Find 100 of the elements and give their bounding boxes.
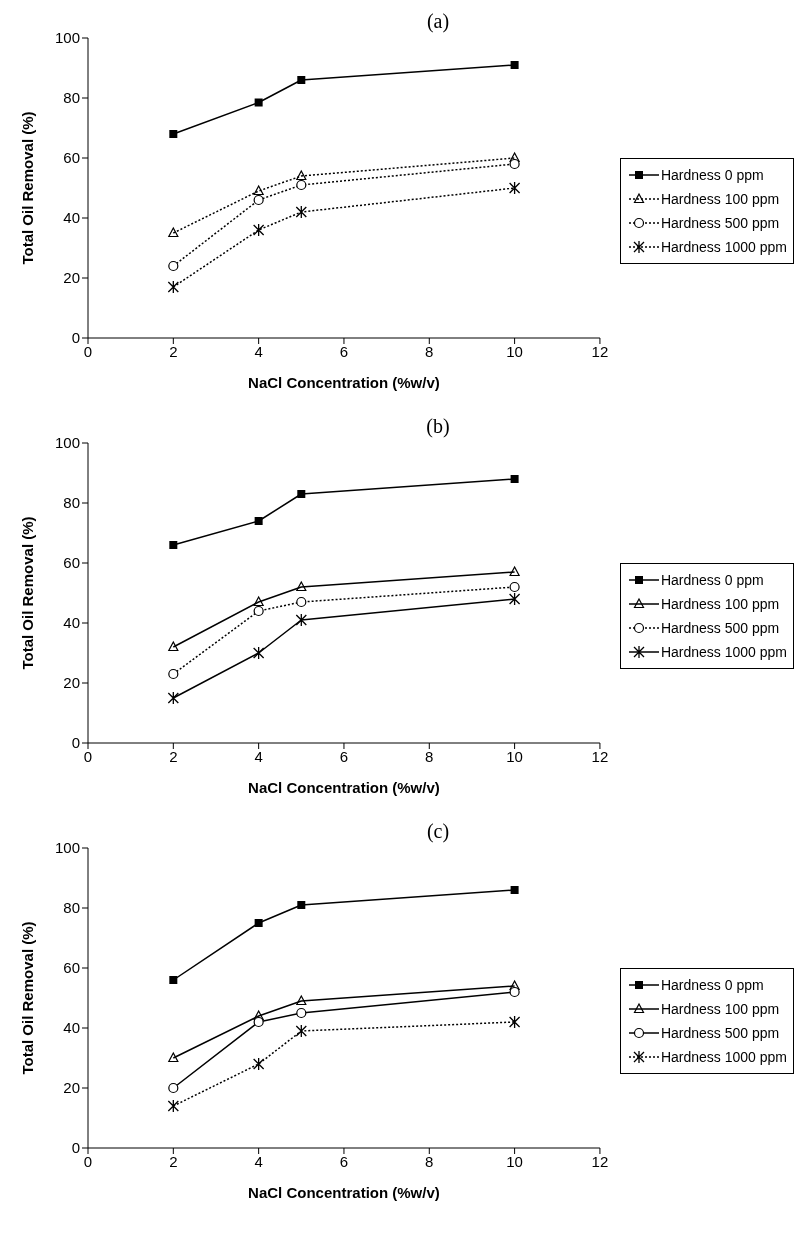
x-tick-label: 6	[339, 747, 349, 765]
point	[252, 223, 265, 237]
x-tick-label: 12	[591, 342, 609, 360]
y-tick-label: 80	[63, 494, 80, 512]
y-tick-label: 40	[63, 209, 80, 227]
x-tick-label: 4	[254, 342, 263, 360]
x-tick-label: 2	[169, 747, 178, 765]
point	[297, 901, 306, 909]
legend-label: Hardness 100 ppm	[660, 595, 780, 612]
legend-label: Hardness 1000 ppm	[660, 1048, 787, 1065]
legend-label: Hardness 500 ppm	[660, 214, 780, 231]
point	[296, 995, 307, 1006]
x-tick-label: 0	[83, 747, 93, 765]
y-tick-label: 0	[71, 329, 80, 347]
chart-title: (c)	[426, 820, 450, 843]
point	[168, 260, 179, 272]
y-tick-label: 20	[63, 1079, 80, 1097]
y-tick-label: 40	[63, 1019, 80, 1037]
point	[169, 541, 178, 549]
y-tick-label: 20	[63, 674, 80, 692]
y-tick-label: 0	[71, 734, 80, 752]
x-tick-label: 2	[169, 342, 178, 360]
x-tick-label: 12	[591, 747, 609, 765]
legend-label: Hardness 0 ppm	[660, 976, 764, 993]
point	[169, 130, 178, 138]
x-tick-label: 4	[254, 1152, 263, 1170]
legend-label: Hardness 500 ppm	[660, 619, 780, 636]
x-tick-label: 10	[506, 1152, 523, 1170]
x-axis-title: NaCl Concentration (%w/v)	[248, 779, 440, 796]
legend-label: Hardness 0 ppm	[660, 166, 764, 183]
legend-label: Hardness 500 ppm	[660, 1024, 780, 1041]
point	[295, 1024, 307, 1038]
y-tick-label: 80	[63, 899, 80, 917]
legend-label: Hardness 0 ppm	[660, 571, 764, 588]
y-tick-label: 60	[63, 554, 80, 572]
y-tick-label: 100	[54, 839, 80, 857]
y-tick-label: 40	[63, 614, 80, 632]
y-tick-label: 100	[54, 29, 80, 47]
point	[296, 596, 307, 608]
y-tick-label: 20	[63, 269, 80, 287]
y-tick-label: 80	[63, 89, 80, 107]
point	[167, 1099, 179, 1113]
y-tick-label: 0	[71, 1139, 80, 1157]
point	[295, 205, 307, 219]
point	[510, 886, 519, 894]
x-tick-label: 10	[506, 342, 523, 360]
point	[254, 98, 263, 107]
point	[508, 1015, 521, 1029]
chart-title: (a)	[426, 10, 450, 33]
x-tick-label: 0	[83, 1152, 93, 1170]
y-axis-title: Total Oil Removal (%)	[19, 111, 37, 265]
point	[510, 61, 519, 69]
point	[168, 668, 179, 680]
point	[296, 1007, 307, 1019]
y-tick-label: 60	[63, 959, 80, 977]
point	[252, 646, 265, 660]
point	[509, 566, 520, 577]
point	[168, 641, 179, 652]
legend-label: Hardness 1000 ppm	[660, 238, 787, 255]
point	[510, 475, 519, 483]
y-tick-label: 60	[63, 149, 80, 167]
point	[253, 1010, 264, 1021]
point	[252, 1057, 265, 1071]
point	[297, 76, 306, 84]
point	[509, 581, 520, 593]
point	[253, 1016, 264, 1028]
y-axis-title: Total Oil Removal (%)	[19, 516, 37, 670]
x-tick-label: 8	[425, 342, 434, 360]
point	[253, 185, 264, 196]
point	[509, 152, 520, 163]
x-tick-label: 2	[169, 1152, 178, 1170]
point	[509, 986, 520, 998]
point	[168, 1082, 179, 1094]
point	[296, 170, 307, 181]
point	[253, 596, 264, 607]
point	[508, 592, 521, 606]
y-tick-label: 100	[54, 434, 80, 452]
x-axis-title: NaCl Concentration (%w/v)	[248, 374, 440, 391]
x-tick-label: 8	[425, 747, 434, 765]
x-tick-label: 6	[339, 1152, 349, 1170]
x-tick-label: 8	[425, 1152, 434, 1170]
point	[253, 605, 264, 617]
x-tick-label: 12	[591, 1152, 609, 1170]
point	[167, 691, 179, 705]
point	[169, 976, 178, 984]
point	[167, 280, 179, 294]
point	[168, 227, 179, 238]
x-tick-label: 6	[339, 342, 349, 360]
x-axis-title: NaCl Concentration (%w/v)	[248, 1184, 440, 1201]
point	[296, 179, 307, 191]
legend-label: Hardness 100 ppm	[660, 190, 780, 207]
legend-label: Hardness 1000 ppm	[660, 643, 787, 660]
point	[297, 490, 306, 498]
x-tick-label: 10	[506, 747, 523, 765]
point	[253, 194, 264, 206]
legend-label: Hardness 100 ppm	[660, 1000, 780, 1017]
point	[168, 1052, 179, 1063]
chart-title: (b)	[426, 415, 450, 438]
x-tick-label: 0	[83, 342, 93, 360]
point	[509, 980, 520, 991]
